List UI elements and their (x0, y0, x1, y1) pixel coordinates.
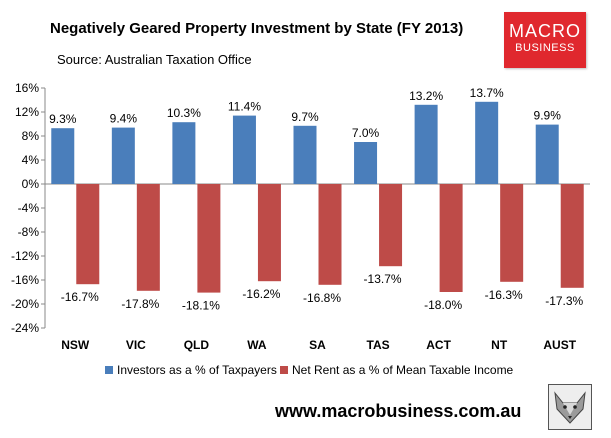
legend-swatch-net-rent (280, 366, 288, 374)
y-tick-label: -4% (18, 201, 40, 215)
net-rent-data-label: -18.0% (424, 298, 462, 312)
net-rent-data-label: -16.3% (485, 288, 523, 302)
y-tick-label: -8% (18, 225, 40, 239)
chart-bars (51, 101, 584, 293)
net-rent-data-label: -16.8% (303, 291, 341, 305)
investors-bar (232, 115, 256, 184)
investors-data-label: 9.7% (291, 110, 319, 124)
investors-data-label: 13.2% (409, 89, 443, 103)
investors-data-label: 9.4% (110, 112, 138, 126)
chart-source: Source: Australian Taxation Office (57, 52, 252, 67)
y-tick-label: 4% (22, 153, 40, 167)
x-category-label: VIC (126, 338, 146, 352)
x-category-label: NT (491, 338, 508, 352)
net-rent-data-label: -16.2% (242, 287, 280, 301)
y-tick-label: -12% (11, 249, 39, 263)
x-category-label: AUST (543, 338, 576, 352)
investors-bar (475, 101, 499, 184)
fox-mascot-icon (548, 384, 592, 430)
macrobusiness-logo: MACRO BUSINESS (504, 12, 586, 68)
chart-data-labels: 9.3% -16.7% 9.4% -17.8% 10.3% -18.1% 11.4% -16.… (49, 86, 583, 313)
x-category-label: TAS (367, 338, 390, 352)
x-category-label: NSW (61, 338, 90, 352)
y-tick-label: 8% (22, 129, 40, 143)
net-rent-bar (76, 184, 100, 285)
chart-axes: 16% 12% 8% 4% 0% -4% -8% -12% -16% -20% -24% NSW VIC… (11, 81, 590, 352)
net-rent-bar (197, 184, 221, 293)
investors-bar (293, 125, 317, 184)
investors-data-label: 13.7% (470, 86, 504, 100)
investors-data-label: 7.0% (352, 126, 380, 140)
y-tick-label: -20% (11, 297, 39, 311)
net-rent-bar (500, 184, 524, 282)
net-rent-bar (257, 184, 281, 282)
investors-data-label: 11.4% (228, 100, 261, 114)
x-category-label: QLD (184, 338, 210, 352)
investors-bar (354, 142, 378, 184)
x-category-label: SA (309, 338, 326, 352)
chart-legend: Investors as a % of Taxpayers Net Rent as… (105, 363, 514, 377)
y-tick-label: -16% (11, 273, 39, 287)
x-category-label: ACT (426, 338, 451, 352)
website-url[interactable]: www.macrobusiness.com.au (275, 401, 522, 421)
legend-label-investors: Investors as a % of Taxpayers (117, 363, 277, 377)
y-tick-label: 12% (15, 105, 39, 119)
investors-bar (111, 127, 135, 184)
net-rent-bar (379, 184, 403, 267)
net-rent-bar (439, 184, 463, 292)
net-rent-data-label: -13.7% (364, 272, 402, 286)
investors-bar (535, 124, 559, 184)
investors-bar (51, 128, 75, 184)
y-tick-label: 0% (22, 177, 40, 191)
investors-data-label: 9.9% (534, 109, 562, 123)
logo-line-2: BUSINESS (515, 42, 575, 54)
net-rent-data-label: -17.8% (121, 297, 159, 311)
investors-data-label: 9.3% (49, 112, 77, 126)
net-rent-bar (560, 184, 584, 288)
investors-bar (172, 122, 196, 184)
legend-swatch-investors (105, 366, 113, 374)
y-tick-label: -24% (11, 321, 39, 335)
net-rent-data-label: -17.3% (545, 294, 583, 308)
y-tick-label: 16% (15, 81, 39, 95)
investors-bar (414, 104, 438, 184)
chart-title: Negatively Geared Property Investment by… (50, 20, 464, 37)
legend-label-net-rent: Net Rent as a % of Mean Taxable Income (292, 363, 514, 377)
net-rent-data-label: -16.7% (61, 290, 99, 304)
net-rent-data-label: -18.1% (182, 299, 220, 313)
net-rent-bar (136, 184, 160, 291)
x-category-label: WA (247, 338, 267, 352)
investors-data-label: 10.3% (167, 106, 201, 120)
logo-line-1: MACRO (509, 21, 581, 41)
net-rent-bar (318, 184, 342, 285)
